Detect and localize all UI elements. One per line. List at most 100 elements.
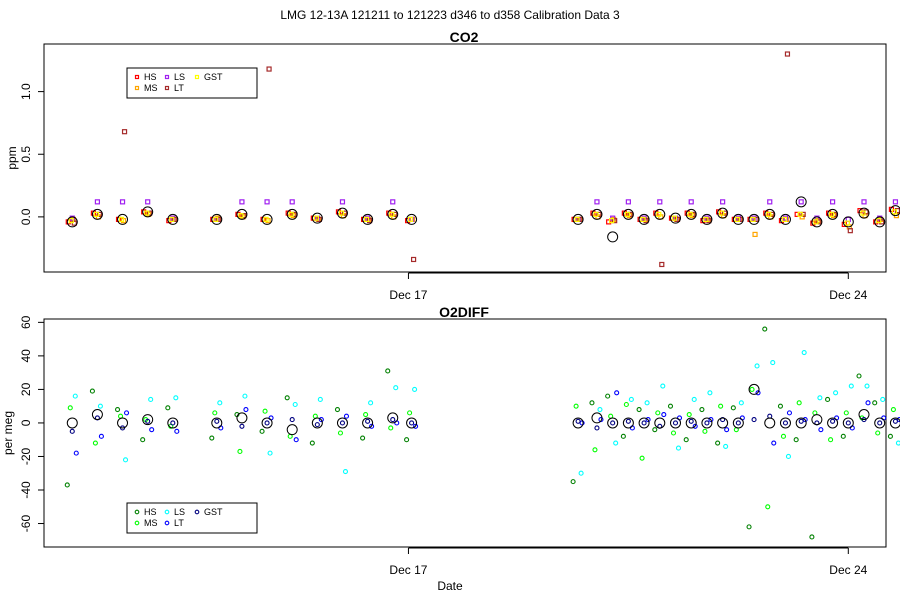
o2-point-hs (730, 405, 736, 411)
o2-reference-circle (236, 412, 248, 424)
o2-panel-title: O2DIFF (439, 304, 489, 320)
co2-point-gst (574, 216, 580, 222)
o2-point-hs (284, 395, 290, 401)
co2-point-gst (891, 209, 898, 215)
o2-point-hs (652, 427, 658, 433)
co2-x-axis: Dec 17 Dec 24 (389, 272, 868, 302)
o2-y-axis-label: per meg (1, 411, 15, 455)
o2-point-hs (683, 437, 689, 443)
o2-point-hs (309, 440, 315, 446)
co2-reference-circle (167, 213, 179, 225)
o2-point-hs (334, 406, 341, 413)
co2-point-gst (624, 211, 630, 217)
o2-point-ls (217, 400, 223, 406)
o2-point-gst (735, 420, 741, 426)
co2-point-hs (141, 209, 147, 215)
o2-point-gst (704, 420, 710, 426)
o2-reference-circle (286, 424, 298, 436)
o2-reference-circle (591, 412, 603, 424)
co2-point-lt (410, 256, 417, 263)
o2-point-hs (140, 437, 146, 443)
o2-point-lt (73, 450, 79, 456)
o2-point-ls (97, 403, 103, 409)
o2-point-hs (887, 433, 893, 439)
o2-point-ls (848, 383, 854, 389)
o2-point-ms (92, 440, 98, 446)
co2-reference-circle (842, 216, 854, 228)
o2-point-ls (660, 383, 666, 389)
o2-point-ls (691, 396, 697, 403)
o2-ytick-label: 60 (19, 315, 33, 329)
o2-point-ms (573, 403, 579, 409)
o2-point-ms (702, 428, 708, 434)
o2-point-lt (692, 423, 698, 429)
co2-reference-circle (874, 216, 886, 228)
co2-ytick-label: 0.0 (19, 208, 33, 225)
co2-point-ls (145, 199, 151, 205)
co2-point-gst (797, 211, 803, 217)
co2-point-gst (389, 211, 395, 217)
o2-point-ms (749, 386, 755, 392)
o2-point-gst (594, 425, 600, 431)
co2-point-lt (659, 261, 665, 268)
co2-legend-label-hs: HS (144, 72, 157, 82)
o2-point-ls (173, 395, 179, 401)
co2-point-lt (722, 210, 728, 216)
o2-point-hs (589, 400, 595, 406)
co2-point-lt (769, 211, 775, 217)
co2-reference-circle (732, 213, 744, 225)
o2-point-hs (209, 435, 215, 441)
co2-reference-circle (66, 216, 78, 228)
co2-panel-title: CO2 (450, 29, 479, 45)
o2-point-gst (641, 420, 647, 426)
x-axis-label: Date (437, 579, 463, 593)
co2-point-lt (172, 216, 178, 222)
o2-point-gst (390, 417, 396, 423)
co2-point-lt (894, 208, 900, 214)
o2-point-ls (785, 453, 792, 460)
o2-point-ls (644, 400, 650, 406)
o2-point-ls (148, 396, 154, 403)
co2-point-gst (860, 210, 866, 216)
o2-point-hs (825, 396, 831, 403)
co2-point-hs (65, 219, 71, 225)
o2-point-lt (786, 410, 793, 416)
o2-legend-marker-ms (134, 520, 140, 526)
co2-reference-circle (701, 213, 713, 225)
co2-point-gst (144, 210, 150, 216)
co2-point-ls (782, 215, 789, 221)
co2-point-ls (119, 199, 126, 205)
o2-point-gst (798, 418, 804, 424)
co2-point-gst (876, 218, 882, 224)
o2-point-ls (833, 390, 839, 396)
co2-point-ls (264, 199, 270, 205)
co2-point-ms (752, 231, 758, 238)
o2-reference-circle (858, 409, 870, 421)
co2-legend-label-ls: LS (174, 72, 185, 82)
co2-point-gst (263, 216, 269, 222)
o2-legend-marker-hs (134, 509, 140, 515)
o2-reference-circle (795, 417, 807, 429)
o2-reference-circle (748, 383, 760, 395)
co2-point-hs (235, 211, 241, 217)
co2-point-ls (892, 199, 899, 205)
co2-point-lt (341, 210, 348, 216)
o2-point-ms (780, 433, 787, 439)
o2-xtick-label: Dec 24 (829, 563, 867, 577)
o2-x-axis: Dec 17 Dec 24 (389, 547, 868, 577)
o2-point-ms (237, 448, 243, 454)
co2-point-lt (121, 129, 128, 135)
co2-point-lt (816, 219, 822, 225)
page-title: LMG 12-13A 121211 to 121223 d346 to d358… (280, 8, 620, 22)
o2-point-ms (875, 430, 881, 436)
o2-point-ls (613, 440, 619, 446)
o2-legend-label-gst: GST (204, 507, 223, 517)
co2-reference-circle (336, 207, 348, 219)
o2-reference-circle (117, 417, 129, 429)
o2-point-ms (686, 412, 692, 418)
co2-reference-circle (889, 205, 900, 217)
co2-point-ls (657, 199, 663, 205)
o2-reference-circle (701, 417, 713, 429)
o2-point-ls (122, 457, 129, 463)
